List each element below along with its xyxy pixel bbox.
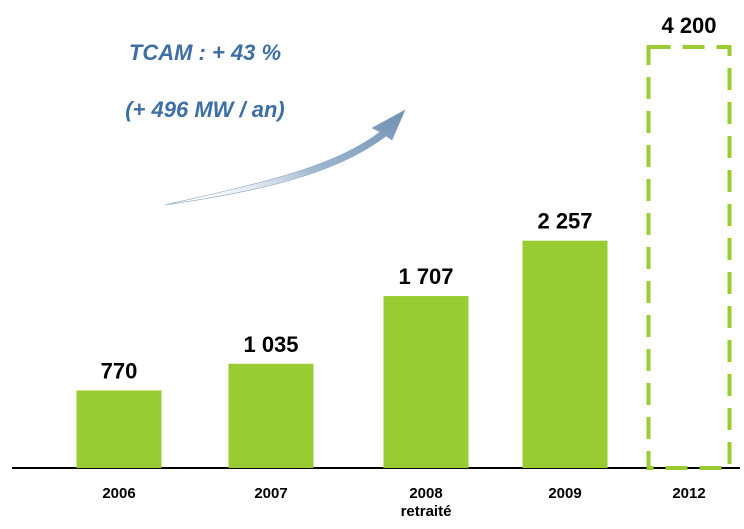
x-tick-label: 2008 retraité: [400, 485, 452, 520]
x-tick-label: 2009: [548, 485, 582, 502]
value-label: 1 707: [398, 264, 453, 289]
growth-arrow: [164, 109, 406, 206]
x-tick-label: 2007: [254, 485, 288, 502]
bar: [646, 45, 732, 470]
x-tick-label: 2012: [672, 485, 706, 502]
bar: [383, 296, 469, 468]
bar: [76, 390, 162, 468]
annotation: TCAM : + 43 %: [129, 40, 281, 65]
bar: [228, 363, 314, 468]
value-label: 770: [101, 358, 138, 383]
value-label: 4 200: [661, 13, 716, 38]
bar: [522, 240, 608, 468]
annotation: (+ 496 MW / an): [125, 97, 285, 122]
x-tick-label: 2006: [102, 485, 136, 502]
value-label: 2 257: [537, 209, 592, 234]
value-label: 1 035: [243, 332, 298, 357]
